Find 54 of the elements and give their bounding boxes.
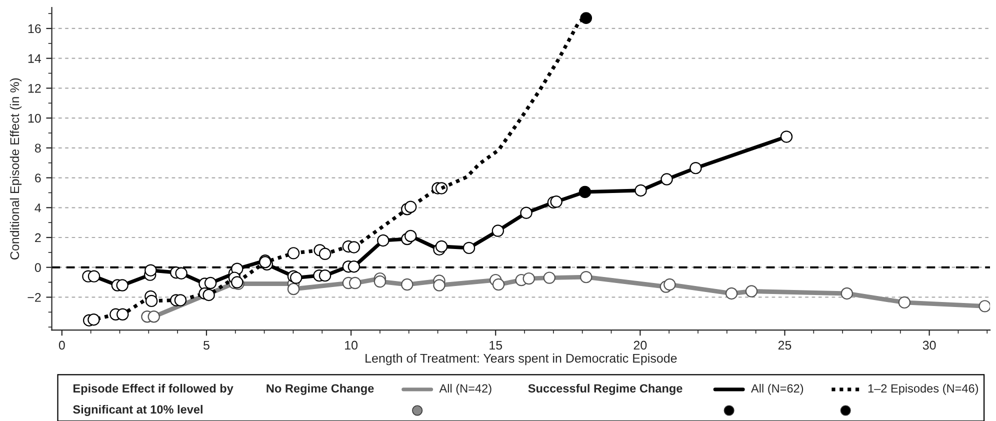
point bbox=[462, 242, 476, 254]
point bbox=[318, 269, 332, 282]
point bbox=[287, 247, 300, 260]
x-tick-label: 5 bbox=[204, 340, 210, 350]
text: Successful Regime Change bbox=[528, 384, 682, 395]
point bbox=[202, 288, 215, 302]
point bbox=[290, 272, 302, 284]
point bbox=[690, 162, 702, 174]
point bbox=[88, 314, 100, 326]
text: Significant at 10% level bbox=[73, 404, 202, 416]
point bbox=[377, 234, 390, 247]
legend-label: All (N=42) bbox=[439, 384, 492, 395]
point bbox=[174, 294, 187, 306]
point bbox=[175, 267, 188, 280]
x-tick-label: 25 bbox=[778, 340, 792, 350]
point bbox=[404, 230, 417, 242]
y-tick-label: 4 bbox=[34, 204, 42, 212]
point bbox=[492, 224, 504, 237]
legend-label: All (N=62) bbox=[751, 384, 804, 395]
x-axis-title: Length of Treatment: Years spent in Democratic Episode bbox=[366, 354, 677, 366]
point bbox=[780, 130, 793, 143]
y-tick-label: −2 bbox=[28, 293, 41, 302]
point bbox=[550, 196, 562, 208]
text: Episode Effect if followed by bbox=[73, 384, 234, 395]
point bbox=[634, 184, 647, 197]
y-tick-label: 14 bbox=[28, 54, 42, 63]
point bbox=[144, 264, 157, 276]
x-tick-label: 30 bbox=[922, 340, 936, 350]
x-tick-label: 20 bbox=[634, 340, 647, 350]
point bbox=[520, 206, 532, 219]
x-tick-label: 15 bbox=[490, 340, 502, 350]
point bbox=[145, 294, 158, 308]
y-tick-label: 2 bbox=[35, 233, 41, 242]
point bbox=[204, 276, 217, 290]
x-tick-label: 0 bbox=[58, 340, 65, 350]
point bbox=[348, 260, 360, 273]
y-tick-label: 0 bbox=[34, 263, 41, 272]
point bbox=[404, 200, 417, 213]
y-tick-label: 16 bbox=[28, 24, 41, 34]
point bbox=[116, 279, 128, 292]
point bbox=[116, 308, 129, 320]
y-tick-label: 10 bbox=[28, 114, 41, 123]
y-tick-label: 12 bbox=[28, 84, 41, 93]
y-tick-label: 8 bbox=[34, 144, 41, 153]
point bbox=[348, 241, 360, 254]
text: No Regime Change bbox=[266, 384, 374, 395]
y-axis-title: Conditional Episode Effect (in %) bbox=[10, 78, 22, 260]
point bbox=[435, 240, 448, 253]
y-tick-label: 6 bbox=[35, 174, 41, 182]
point bbox=[660, 173, 673, 186]
x-tick-label: 10 bbox=[345, 340, 358, 350]
legend-label: 1–2 Episodes (N=46) bbox=[868, 384, 978, 395]
point bbox=[88, 270, 100, 282]
point bbox=[318, 248, 332, 260]
